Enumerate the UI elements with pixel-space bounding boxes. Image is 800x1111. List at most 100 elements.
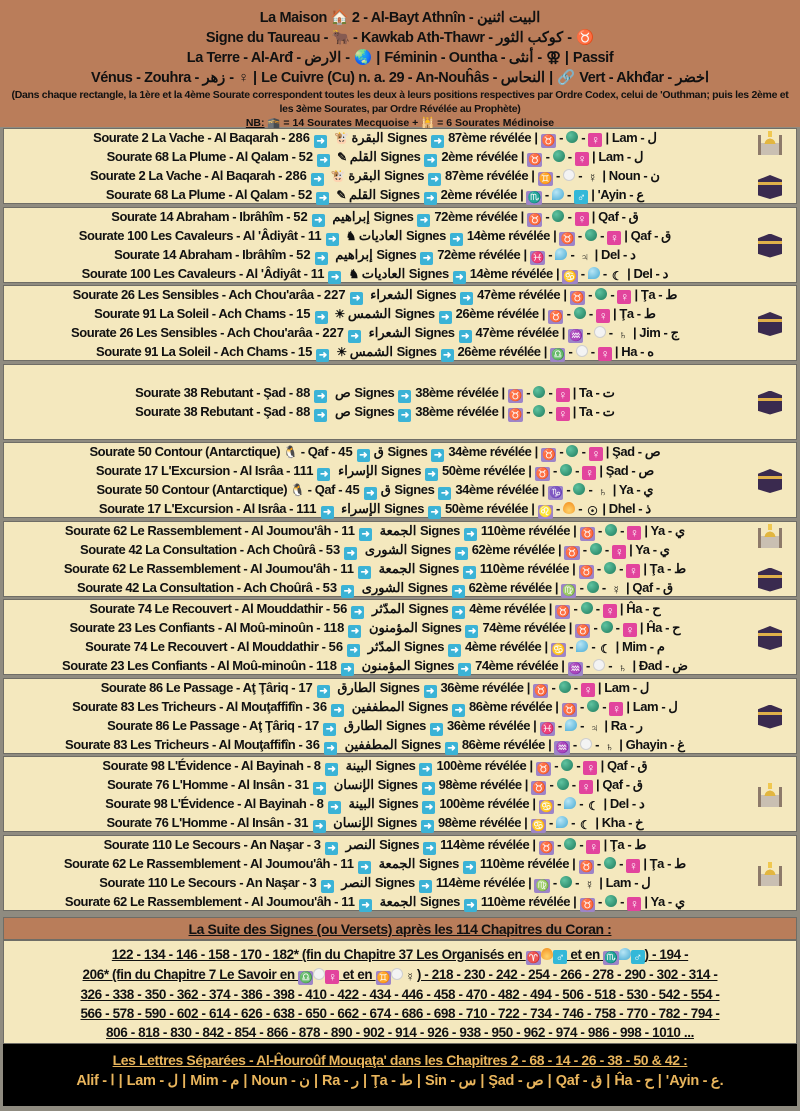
sourate-row: Sourate 14 Abraham - Ibrâhîm - إبراهيم ➜… (114, 246, 636, 265)
sourate-row: Sourate 91 La Soleil - Ach Chams - الشمس… (94, 306, 656, 324)
element-line: La Terre - Al-Arđ - الارض - 🌏 | Féminin … (186, 50, 614, 66)
revelation-order: 74ème révélée (475, 658, 559, 673)
earth-globe-icon (552, 209, 565, 222)
signes-count: 11 Signes (341, 893, 460, 909)
signes-count: 56 Signes (328, 639, 445, 654)
earth-globe-icon (603, 856, 616, 869)
earth-globe-icon (603, 561, 616, 574)
arrow-right-icon: ➜ (421, 782, 435, 795)
arrow-right-icon: ➜ (458, 663, 472, 676)
arrow-right-icon: ➜ (420, 820, 434, 833)
zodiac-icon: ♋ (530, 819, 546, 833)
header: La Maison 🏠 2 - Al-Bayt Athnîn - البيت ا… (0, 0, 800, 130)
earth-globe-icon (566, 131, 579, 143)
sourate-block: Sourate 86 Le Passage - Aţ Ţâriq - الطار… (3, 677, 797, 755)
arrow-right-icon: ➜ (462, 860, 476, 874)
suite-text: et en (567, 947, 604, 962)
earth-globe-icon (584, 228, 597, 241)
sourate-block: Sourate 26 Les Sensibles - Ach Chou'arâa… (3, 285, 797, 362)
signes-count: 31 Signes (294, 777, 418, 792)
sourate-name: Sourate 98 L'Évidence - Al Bayinah - الب… (102, 758, 372, 773)
letter: Jim - ج (639, 325, 679, 340)
arrow-right-icon: ➜ (314, 408, 328, 422)
water-drops-icon (555, 247, 568, 260)
sourate-row: Sourate 42 La Consultation - Ach Choûrâ … (80, 541, 670, 560)
arrow-right-icon: ➜ (311, 213, 325, 227)
planet-icon: ♀ (580, 682, 595, 697)
arrow-right-icon: ➜ (312, 820, 326, 833)
sourate-block: Sourate 62 Le Rassemblement - Al Joumou'… (3, 520, 797, 598)
letter: Qaf - ق (630, 227, 672, 243)
arrow-right-icon: ➜ (310, 173, 324, 186)
sourate-row: Sourate 62 Le Rassemblement - Al Joumou'… (64, 522, 686, 541)
revelation-order: 14ème révélée (466, 227, 551, 243)
revelation-order: 50ème révélée (441, 463, 526, 478)
planet-line: Vénus - Zouhra - زهر - ♀ | Le Cuivre (Cu… (90, 70, 710, 86)
sourate-name: Sourate 83 Les Tricheurs - Al Mouţaffifî… (72, 698, 405, 714)
revelation-order: 72ème révélée (434, 208, 518, 224)
earth-globe-icon (604, 894, 617, 907)
zodiac-icon: ♉ (540, 448, 557, 462)
zodiac-icon: ♉ (555, 605, 571, 619)
revelation-order: 74ème révélée (482, 620, 566, 635)
revelation-order: 98ème révélée (437, 815, 522, 830)
sourate-icon: ☀ (336, 345, 347, 359)
letter: Ţa - ط (649, 855, 687, 871)
sourate-row: Sourate 68 La Plume - Al Qalam - القلم✎ ➜… (106, 149, 644, 167)
zodiac-icon: ♑ (547, 486, 564, 500)
arrow-right-icon: ➜ (317, 468, 331, 481)
revelation-order: 4ème révélée (469, 601, 546, 616)
letter: Lam - ل (611, 130, 657, 145)
arrow-right-icon: ➜ (422, 801, 436, 814)
signes-count: 3 Signes (313, 836, 420, 852)
letter: Del - د (601, 246, 636, 262)
planet-icon: ♀ (602, 604, 617, 618)
letter: Ya - ي (635, 541, 670, 557)
zodiac-icon: ♋ (562, 269, 578, 284)
zodiac-icon: ♉ (507, 407, 524, 422)
arrow-right-icon: ➜ (357, 860, 371, 874)
sourate-name: Sourate 14 Abraham - Ibrâhîm - إبراهيم (114, 246, 373, 262)
revelation-order: 36ème révélée (440, 679, 525, 695)
water-drops-icon (564, 718, 577, 731)
signes-count: 15 Signes (297, 344, 437, 359)
nb-note: NB: 🕋 = 14 Sourates Mecquoise + 🕌 = 6 So… (0, 116, 800, 130)
signes-count: 8 Signes (316, 796, 419, 811)
arrow-right-icon: ➜ (420, 251, 434, 265)
arrow-right-icon: ➜ (324, 763, 338, 776)
earth-globe-icon (604, 523, 617, 536)
planet-icon: ♀ (588, 133, 603, 147)
arrow-right-icon: ➜ (323, 741, 337, 755)
earth-globe-icon (566, 445, 579, 457)
earth-globe-icon (556, 778, 569, 790)
zodiac-icon: ♎ (298, 971, 314, 985)
planet-icon: ♀ (595, 309, 610, 323)
earth-globe-icon (552, 150, 565, 162)
planet-icon: ♀ (627, 525, 642, 540)
sourate-name: Sourate 68 La Plume - Al Qalam - القلم (106, 149, 378, 164)
signes-count: 88 Signes (295, 403, 395, 419)
signes-count: 31 Signes (294, 815, 417, 830)
arrow-right-icon: ➜ (324, 841, 338, 855)
suite-text: et en (339, 967, 376, 982)
zodiac-icon: ♉ (538, 840, 554, 855)
letter: Ya - ي (618, 482, 654, 497)
sourate-name: Sourate 83 Les Tricheurs - Al Mouţaffifî… (65, 736, 398, 752)
sourate-row: Sourate 62 Le Rassemblement - Al Joumou'… (63, 560, 687, 579)
zodiac-icon: ♉ (561, 702, 577, 717)
letter: Ha - ه (621, 344, 654, 359)
signes-count: 52 Signes (298, 149, 421, 164)
earth-globe-icon (533, 404, 546, 417)
letter: Mim - م (621, 639, 665, 654)
planet-icon: ☿ (584, 877, 594, 892)
arrow-right-icon: ➜ (452, 270, 466, 284)
revelation-order: 50ème révélée (445, 501, 529, 516)
planet-icon: ☾ (580, 818, 591, 832)
arrow-right-icon: ➜ (341, 584, 355, 598)
sourate-row: Sourate 38 Rebutant - Şad - ص ➜88 Signes… (135, 384, 615, 403)
zodiac-icon: ♉ (526, 212, 543, 227)
mosque-icon (758, 523, 782, 548)
suite-text: 206* (fin du Chapitre 7 Le Savoir en (82, 967, 299, 982)
sign-line: Signe du Taureau - 🐂 - Kawkab Ath-Thawr … (205, 30, 595, 46)
kaaba-icon (758, 626, 782, 650)
